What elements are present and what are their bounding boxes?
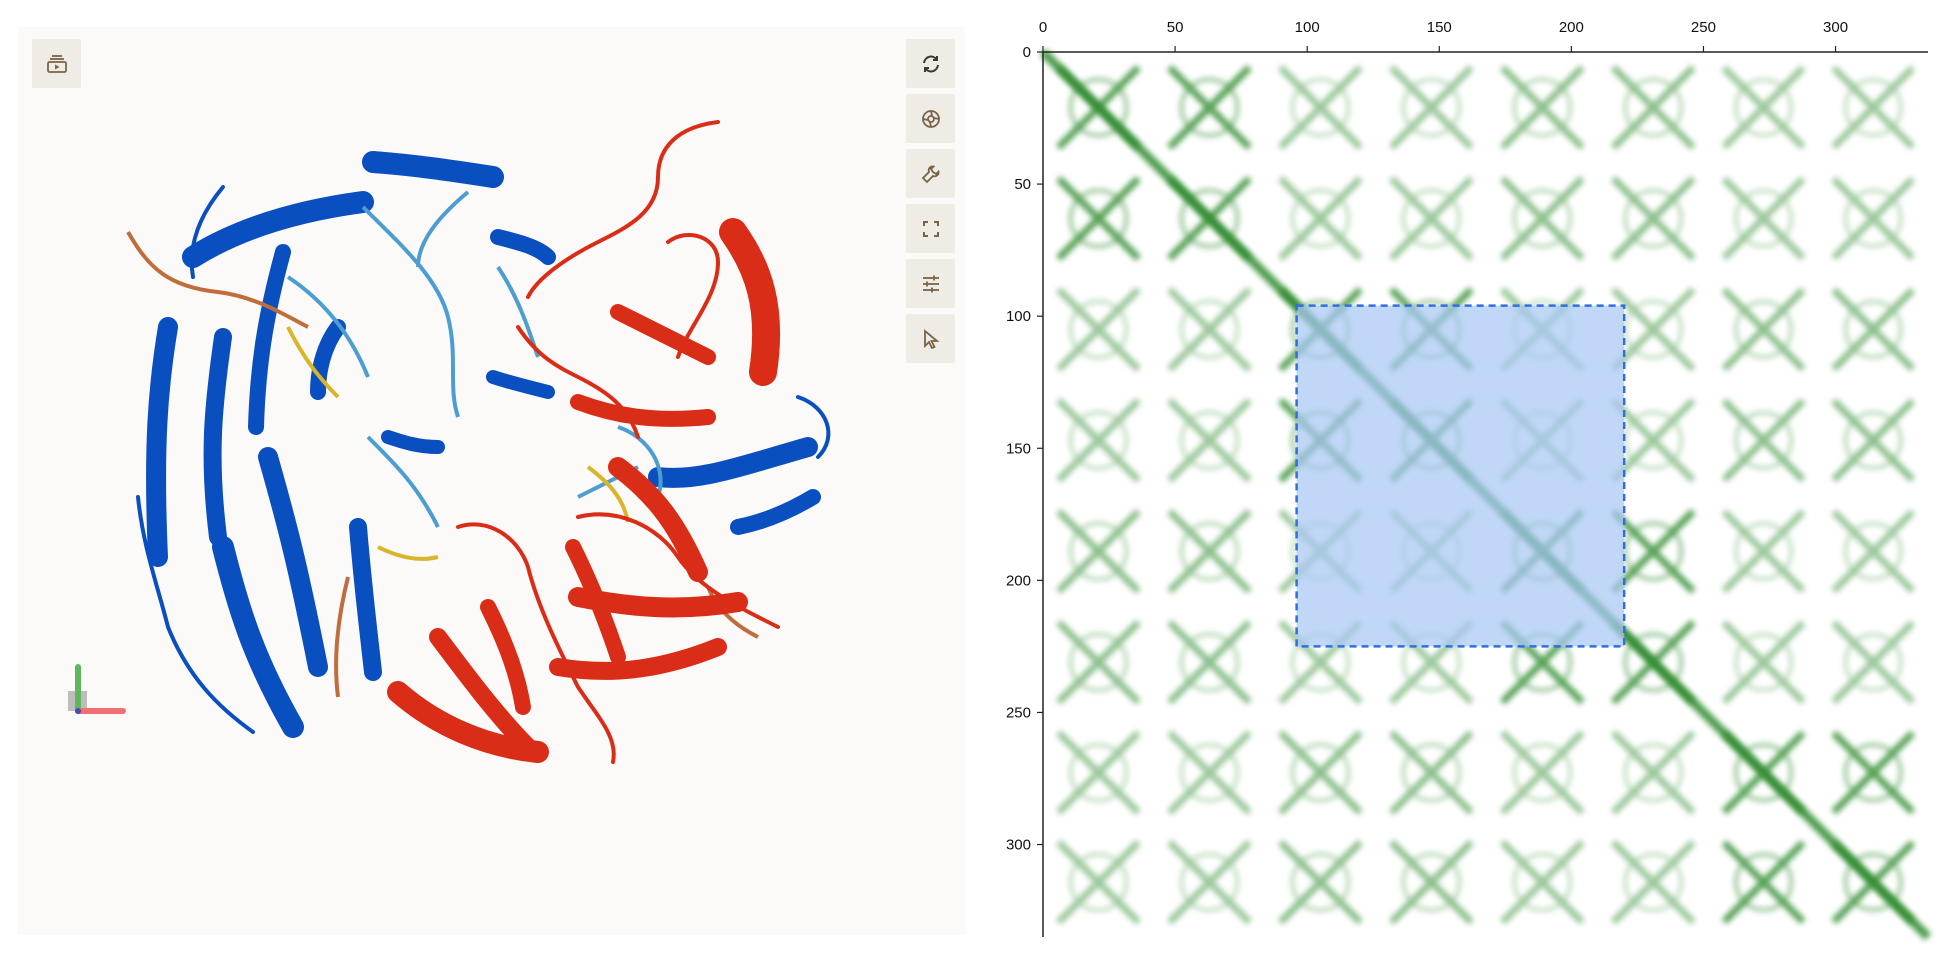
- contact-motif: [1056, 397, 1141, 483]
- contact-motif: [1167, 619, 1252, 705]
- contact-motif: [1499, 839, 1585, 925]
- contact-map[interactable]: 0 50 100 150 200 250 300 0 50 100 150 200 250 300: [1000, 0, 1948, 968]
- screenshot-icon: [921, 109, 940, 128]
- contact-motif: [1277, 176, 1363, 261]
- x-tick-label: 0: [1039, 19, 1047, 36]
- contact-motif: [1831, 176, 1916, 261]
- contact-motif: [1277, 839, 1363, 925]
- contact-motif: [1721, 620, 1806, 705]
- reset-camera-button[interactable]: [906, 39, 955, 88]
- settings-button[interactable]: [906, 259, 955, 308]
- contact-motif: [1721, 840, 1806, 925]
- x-tick-label: 100: [1295, 19, 1320, 36]
- contact-motif: [1388, 65, 1474, 150]
- protein-3d-canvas[interactable]: [18, 27, 965, 935]
- x-tick-label: 300: [1823, 19, 1848, 36]
- contact-motif: [1610, 508, 1696, 594]
- contact-motif: [1056, 730, 1141, 815]
- contact-motif: [1167, 65, 1252, 150]
- wrench-button[interactable]: [906, 149, 955, 198]
- y-tick-label: 300: [1006, 837, 1031, 854]
- y-tick-label: 250: [1006, 704, 1031, 721]
- y-tick-label: 150: [1006, 440, 1031, 457]
- disulfide-bonds: [126, 231, 759, 698]
- settings-sliders-icon: [922, 275, 939, 292]
- contact-motif: [1610, 176, 1696, 261]
- contact-motif: [1831, 65, 1916, 150]
- cursor-select-icon: [923, 328, 939, 349]
- y-tick-label: 0: [1023, 44, 1031, 61]
- contact-motif: [1167, 397, 1252, 483]
- screenshot-button[interactable]: [906, 94, 955, 143]
- contact-motif: [1831, 620, 1916, 705]
- contact-motif: [1277, 65, 1363, 150]
- reset-camera-icon: [922, 55, 939, 72]
- blue-loops: [286, 190, 663, 528]
- contact-motif: [1056, 839, 1141, 925]
- selection-rectangle[interactable]: [1295, 304, 1626, 648]
- contact-motif: [1610, 286, 1696, 372]
- x-tick-label: 50: [1167, 19, 1184, 36]
- contact-motif: [1721, 65, 1806, 150]
- contact-motif: [1831, 398, 1916, 483]
- contact-motif: [1388, 176, 1474, 261]
- contact-motif: [1721, 287, 1806, 372]
- contact-motif: [1499, 730, 1585, 815]
- contact-motif: [1721, 509, 1806, 594]
- x-tick-label: 200: [1559, 19, 1584, 36]
- y-tick-label: 50: [1014, 176, 1031, 193]
- contact-motif: [1388, 839, 1474, 925]
- contact-motif: [1831, 509, 1916, 594]
- contact-motif: [1831, 287, 1916, 372]
- structure-viewer[interactable]: [18, 27, 965, 935]
- y-tick-label: 200: [1006, 572, 1031, 589]
- contact-motif: [1277, 730, 1363, 815]
- contact-motif: [1056, 619, 1141, 705]
- contact-motif: [1056, 176, 1141, 261]
- contact-motif: [1167, 286, 1252, 372]
- red-chain: [387, 120, 781, 764]
- fullscreen-icon: [922, 220, 939, 237]
- map-axes: 0 50 100 150 200 250 300 0 50 100 150 200 250 300: [1006, 19, 1928, 937]
- contact-motif: [1499, 176, 1585, 261]
- contact-motif: [1388, 730, 1474, 815]
- wrench-icon: [921, 165, 939, 183]
- contact-motif: [1831, 730, 1916, 815]
- contact-motif: [1721, 176, 1806, 261]
- fullscreen-button[interactable]: [906, 204, 955, 253]
- x-tick-label: 250: [1691, 19, 1716, 36]
- contact-motif: [1167, 508, 1252, 594]
- blue-chain: [136, 151, 831, 738]
- contact-motif: [1610, 65, 1696, 150]
- contact-motif: [1167, 839, 1252, 925]
- contact-map-panel[interactable]: 0 50 100 150 200 250 300 0 50 100 150 200 250 300: [1000, 0, 1948, 968]
- axes-gizmo: [68, 664, 126, 714]
- session-button[interactable]: [32, 39, 81, 88]
- contact-motif: [1721, 398, 1806, 483]
- contact-motif: [1499, 65, 1585, 150]
- contact-motif: [1056, 508, 1141, 594]
- contact-motif: [1610, 730, 1696, 815]
- select-mode-button[interactable]: [906, 314, 955, 363]
- contact-motif: [1167, 730, 1252, 815]
- session-icon: [46, 54, 67, 73]
- x-tick-label: 150: [1427, 19, 1452, 36]
- selection-region[interactable]: [1295, 304, 1626, 648]
- contact-motif: [1056, 286, 1141, 372]
- y-tick-label: 100: [1006, 308, 1031, 325]
- contact-motif: [1610, 839, 1696, 925]
